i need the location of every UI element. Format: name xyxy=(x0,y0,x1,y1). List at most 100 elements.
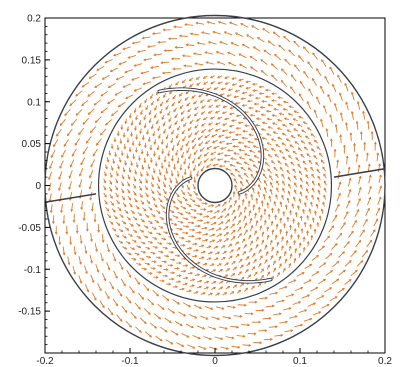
vector-arrow-head xyxy=(253,46,256,49)
vector-arrow-head xyxy=(195,291,199,294)
vector-arrow-head xyxy=(195,192,198,196)
vector-arrow-head xyxy=(248,93,252,97)
vector-arrow-head xyxy=(292,196,296,200)
vector-arrow-head xyxy=(237,247,241,250)
vector-arrow-head xyxy=(172,310,175,314)
vector-arrow-head xyxy=(210,75,213,79)
vector-arrow-head xyxy=(242,238,246,242)
vector-arrow-head xyxy=(215,122,218,126)
vector-arrow-head xyxy=(137,223,141,227)
vector-arrow xyxy=(263,49,271,56)
vector-arrow-head xyxy=(144,145,147,148)
vector-arrow-head xyxy=(271,148,274,151)
vector-arrow-head xyxy=(123,204,127,207)
vector-arrow-head xyxy=(274,325,278,329)
vector-arrow-head xyxy=(206,215,209,218)
vector-arrow xyxy=(249,150,256,153)
vector-arrow xyxy=(210,216,217,220)
vector-arrow-head xyxy=(51,221,55,224)
vector-arrow-head xyxy=(272,31,276,35)
vector-arrow-head xyxy=(163,184,166,188)
vector-arrow-head xyxy=(199,279,202,283)
vector-arrow-head xyxy=(264,244,268,248)
vector-arrow-head xyxy=(257,191,260,194)
vector-arrow-head xyxy=(120,229,124,233)
vector-arrow xyxy=(346,155,348,165)
vector-arrow-head xyxy=(286,138,289,142)
vector-arrow-head xyxy=(310,235,314,238)
vector-arrow-head xyxy=(210,116,213,120)
vector-arrow-head xyxy=(142,241,146,245)
vector-arrow-head xyxy=(229,204,232,208)
vector-arrow xyxy=(299,81,306,89)
vector-arrow-head xyxy=(297,163,301,167)
vector-arrow-head xyxy=(249,218,253,221)
vector-arrow-head xyxy=(253,155,257,158)
vector-arrow xyxy=(366,152,369,162)
vector-arrow-head xyxy=(110,69,113,73)
vector-arrow-head xyxy=(176,160,180,164)
vector-arrow-head xyxy=(176,143,180,146)
vector-arrow-head xyxy=(215,110,218,114)
vector-arrow xyxy=(185,140,190,147)
vector-arrow-head xyxy=(273,166,277,170)
vector-arrow xyxy=(351,91,355,101)
vector-arrow-head xyxy=(162,28,166,32)
vector-arrow-head xyxy=(331,225,334,229)
vector-arrow-head xyxy=(124,246,127,250)
vector-arrow-head xyxy=(206,221,210,224)
vector-arrow-head xyxy=(120,127,124,130)
vector-arrow xyxy=(197,154,202,160)
vector-arrow-head xyxy=(238,141,241,145)
vector-arrow xyxy=(58,171,63,180)
vector-arrow xyxy=(215,306,225,310)
vector-arrow-head xyxy=(171,250,174,254)
vector-arrow-head xyxy=(118,104,121,108)
vector-arrow-head xyxy=(247,99,250,103)
vector-arrow-head xyxy=(322,245,325,249)
vector-arrow-head xyxy=(110,167,114,171)
vector-arrow-head xyxy=(181,287,185,291)
vector-arrow-head xyxy=(236,114,239,118)
vector-arrow xyxy=(236,161,242,165)
vector-arrow-head xyxy=(343,222,346,225)
vector-arrow xyxy=(114,90,123,96)
vector-arrow-head xyxy=(281,194,284,198)
vector-arrow xyxy=(237,233,242,239)
vector-arrow-head xyxy=(175,181,179,184)
vector-arrow-head xyxy=(168,282,171,286)
vector-arrow-head xyxy=(143,160,147,163)
vector-arrow xyxy=(195,231,202,234)
vector-arrow-head xyxy=(149,147,153,151)
vector-arrow xyxy=(171,170,173,177)
vector-arrow-head xyxy=(115,180,119,184)
vector-arrow-head xyxy=(305,195,308,198)
vector-arrow-head xyxy=(180,220,184,224)
vector-arrow-head xyxy=(350,92,354,95)
vector-arrow-head xyxy=(118,208,122,212)
vector-arrow xyxy=(194,130,200,135)
vector-arrow-head xyxy=(238,121,241,125)
vector-arrow-head xyxy=(246,34,249,37)
vector-arrow-head xyxy=(227,148,230,152)
vector-arrow xyxy=(84,284,89,293)
vector-arrow xyxy=(208,41,217,45)
vector-arrow xyxy=(229,164,236,167)
vector-arrow-head xyxy=(157,157,161,160)
vector-arrow xyxy=(262,173,267,179)
vector-arrow xyxy=(260,59,268,65)
vector-arrow xyxy=(244,161,250,166)
vector-arrow-head xyxy=(267,271,271,275)
vector-arrow-head xyxy=(204,274,207,278)
vector-arrow xyxy=(205,61,215,65)
vector-arrow-head xyxy=(229,124,232,128)
vector-arrow-head xyxy=(197,273,200,277)
vector-arrow-head xyxy=(224,76,228,79)
vector-arrow-head xyxy=(177,301,180,305)
vector-arrow-head xyxy=(306,215,310,218)
vector-arrow-head xyxy=(279,112,282,116)
vector-arrow-head xyxy=(169,91,172,95)
vector-arrow xyxy=(247,141,254,144)
vector-arrow-head xyxy=(73,252,77,255)
vector-arrow-head xyxy=(247,140,251,144)
